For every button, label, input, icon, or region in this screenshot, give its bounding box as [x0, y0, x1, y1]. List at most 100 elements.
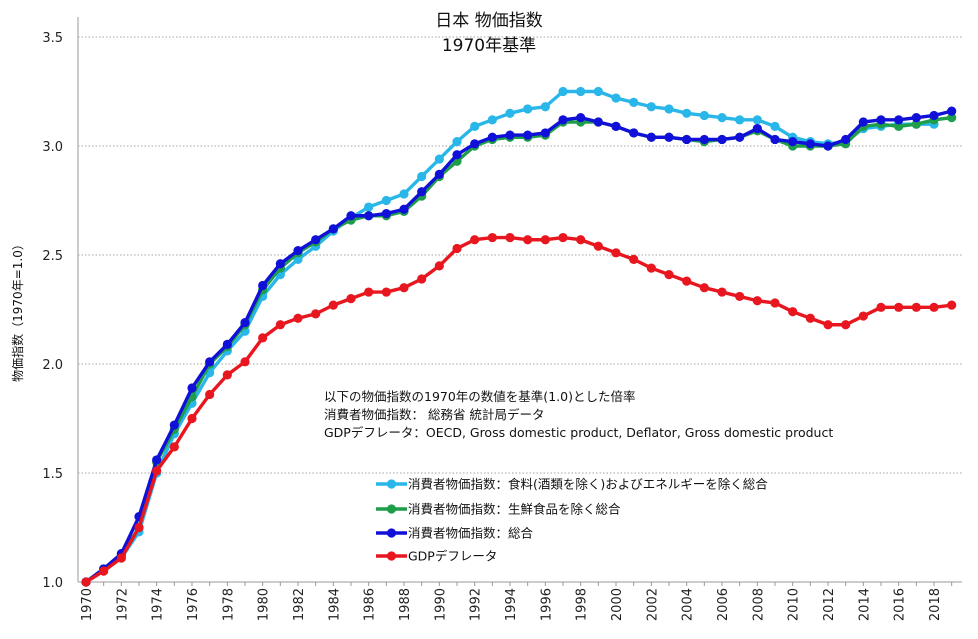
series-point — [364, 287, 374, 297]
series-4 — [81, 232, 957, 587]
y-tick-label: 1.5 — [42, 467, 63, 482]
series-point — [381, 287, 391, 297]
x-tick-label: 2012 — [822, 588, 837, 621]
legend-swatch-marker — [386, 479, 397, 489]
series-point — [381, 208, 391, 219]
series-point — [364, 202, 374, 212]
y-tick-label: 3.0 — [42, 140, 63, 155]
series-point — [788, 307, 798, 317]
x-tick-label: 2010 — [787, 588, 802, 621]
series-point — [311, 235, 321, 245]
x-tick-label: 2016 — [893, 588, 908, 621]
x-tick-label: 1972 — [115, 588, 130, 621]
series-point — [346, 294, 356, 304]
legend-item: 消費者物価指数：生鮮食品を除く総合 — [376, 502, 621, 517]
series-point — [328, 300, 338, 310]
series-point — [169, 442, 179, 452]
note-line-2: 消費者物価指数： 総務省 統計局データ — [324, 407, 544, 422]
series-point — [699, 283, 709, 293]
series-point — [646, 102, 656, 112]
series-point — [293, 246, 303, 256]
series-point — [805, 139, 815, 149]
series-point — [752, 115, 762, 125]
legend-item: GDPデフレータ — [376, 549, 497, 564]
series-point — [240, 317, 250, 328]
series-point — [470, 121, 480, 131]
gridlines — [78, 36, 962, 474]
series-point — [134, 522, 144, 533]
x-tick-label: 2002 — [645, 588, 660, 621]
series-point — [116, 553, 126, 563]
series-point — [646, 132, 656, 142]
series-point — [611, 121, 621, 131]
series-point — [929, 302, 939, 312]
series-point — [240, 357, 250, 367]
series-point — [629, 128, 639, 138]
x-tick-label: 1986 — [363, 588, 378, 621]
note-line-3: GDPデフレータ：OECD, Gross domestic product, D… — [324, 425, 833, 440]
series-point — [558, 115, 568, 125]
series-point — [187, 383, 197, 393]
series-point — [540, 128, 550, 138]
series-point — [682, 276, 692, 286]
series-point — [152, 455, 162, 465]
series-point — [399, 283, 409, 293]
series-point — [99, 566, 109, 576]
series-point — [894, 115, 904, 125]
series-point — [841, 320, 851, 330]
series-point — [434, 261, 444, 271]
y-tick-label: 3.5 — [42, 31, 63, 46]
x-tick-label: 2014 — [857, 588, 872, 621]
legend-label: 消費者物価指数：食料(酒類を除く)およびエネルギーを除く総合 — [408, 477, 768, 492]
series-point — [611, 248, 621, 258]
chart-subtitle: 1970年基準 — [442, 36, 536, 56]
series-point — [770, 298, 780, 308]
series-point — [417, 171, 427, 182]
chart-title: 日本 物価指数 — [435, 11, 542, 31]
series-point — [258, 280, 268, 291]
series-point — [381, 195, 391, 206]
series-point — [629, 97, 639, 107]
y-tick-label: 2.0 — [42, 358, 63, 373]
series-point — [187, 413, 197, 424]
series-point — [487, 132, 497, 142]
series-point — [788, 137, 798, 147]
series-point — [81, 577, 91, 587]
x-tick-label: 2008 — [751, 588, 766, 621]
series-point — [947, 300, 957, 310]
series-point — [752, 123, 762, 134]
x-tick-label: 1990 — [433, 588, 448, 621]
series-point — [735, 115, 745, 125]
series-point — [346, 211, 356, 221]
series-lines — [81, 86, 957, 587]
x-tick-label: 1984 — [327, 588, 342, 621]
series-point — [682, 108, 692, 118]
x-tick-label: 1978 — [221, 588, 236, 621]
legend-item: 消費者物価指数：食料(酒類を除く)およびエネルギーを除く総合 — [376, 477, 768, 492]
x-tick-label: 1996 — [539, 588, 554, 621]
series-point — [222, 370, 232, 380]
series-point — [452, 137, 462, 147]
legend-swatch-marker — [386, 504, 397, 514]
series-point — [735, 291, 745, 302]
legend-label: 消費者物価指数：生鮮食品を除く総合 — [408, 502, 621, 517]
series-point — [593, 241, 603, 251]
x-tick-label: 1970 — [80, 588, 95, 621]
series-point — [593, 117, 603, 127]
series-point — [505, 130, 515, 140]
y-axis-label: 物価指数（1970年=1.0） — [10, 238, 25, 382]
series-point — [894, 302, 904, 312]
series-point — [205, 357, 215, 367]
series-point — [364, 211, 374, 221]
series-point — [311, 309, 321, 319]
series-point — [735, 132, 745, 142]
series-point — [152, 466, 162, 476]
series-point — [664, 270, 674, 280]
series-point — [682, 134, 692, 145]
series-point — [523, 130, 533, 140]
series-point — [452, 243, 462, 254]
series-point — [205, 389, 215, 400]
series-point — [664, 104, 674, 114]
legend-item: 消費者物価指数：総合 — [376, 526, 534, 541]
